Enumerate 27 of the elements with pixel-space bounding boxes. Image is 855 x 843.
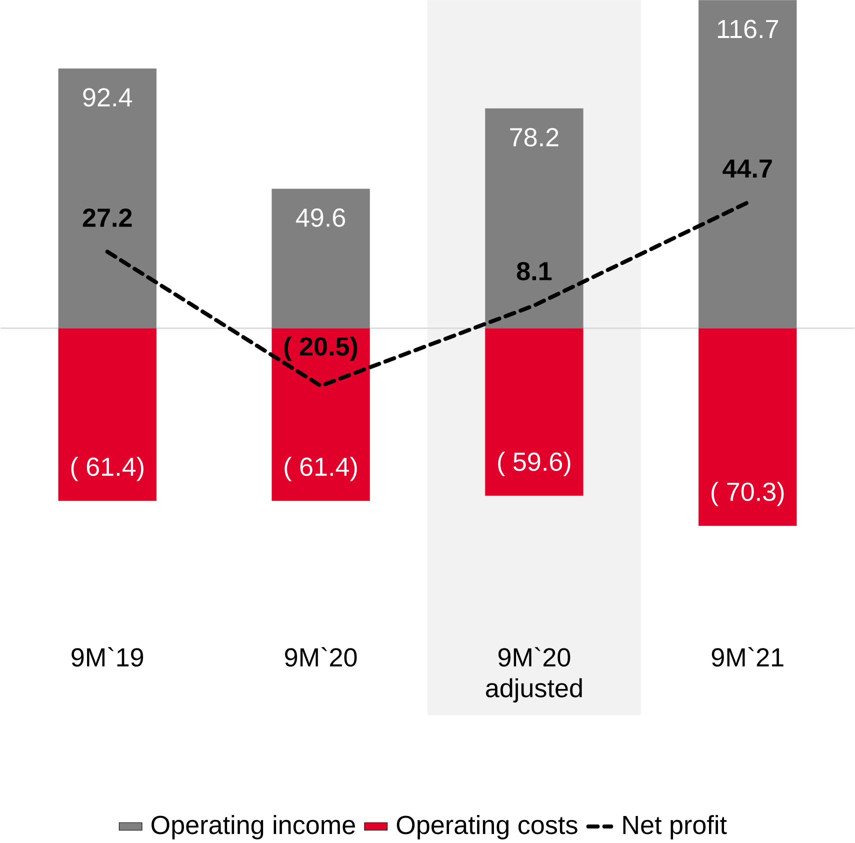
bar bbox=[58, 328, 156, 501]
data-label: ( 70.3) bbox=[712, 482, 784, 506]
data-label: 27.2 bbox=[82, 208, 132, 227]
x-tick-label: 9M`20 bbox=[285, 647, 357, 667]
data-label: 78.2 bbox=[510, 128, 558, 146]
x-tick-label: 9M`21 bbox=[712, 647, 784, 667]
data-label: 116.7 bbox=[718, 20, 778, 38]
legend-label: Net profit bbox=[623, 814, 727, 840]
bar bbox=[698, 0, 797, 328]
bar bbox=[58, 68, 156, 328]
bar bbox=[272, 328, 370, 501]
x-tick-label: 9M`19 bbox=[72, 647, 144, 667]
data-label: ( 61.4) bbox=[284, 456, 357, 482]
bar bbox=[272, 188, 370, 328]
data-label: 44.7 bbox=[722, 160, 772, 178]
data-label: ( 20.5) bbox=[284, 336, 358, 361]
bar bbox=[485, 328, 584, 496]
legend-label: Operating income bbox=[152, 814, 355, 840]
data-label: 92.4 bbox=[83, 88, 132, 106]
data-label: 8.1 bbox=[516, 262, 552, 280]
bar bbox=[698, 328, 797, 526]
legend-label: Operating costs bbox=[396, 814, 578, 840]
data-label: ( 61.4) bbox=[71, 456, 144, 482]
bar bbox=[485, 108, 584, 328]
data-label: 49.6 bbox=[296, 208, 346, 227]
data-label: ( 59.6) bbox=[498, 452, 570, 476]
x-tick-label: 9M`20 adjusted bbox=[486, 647, 582, 702]
